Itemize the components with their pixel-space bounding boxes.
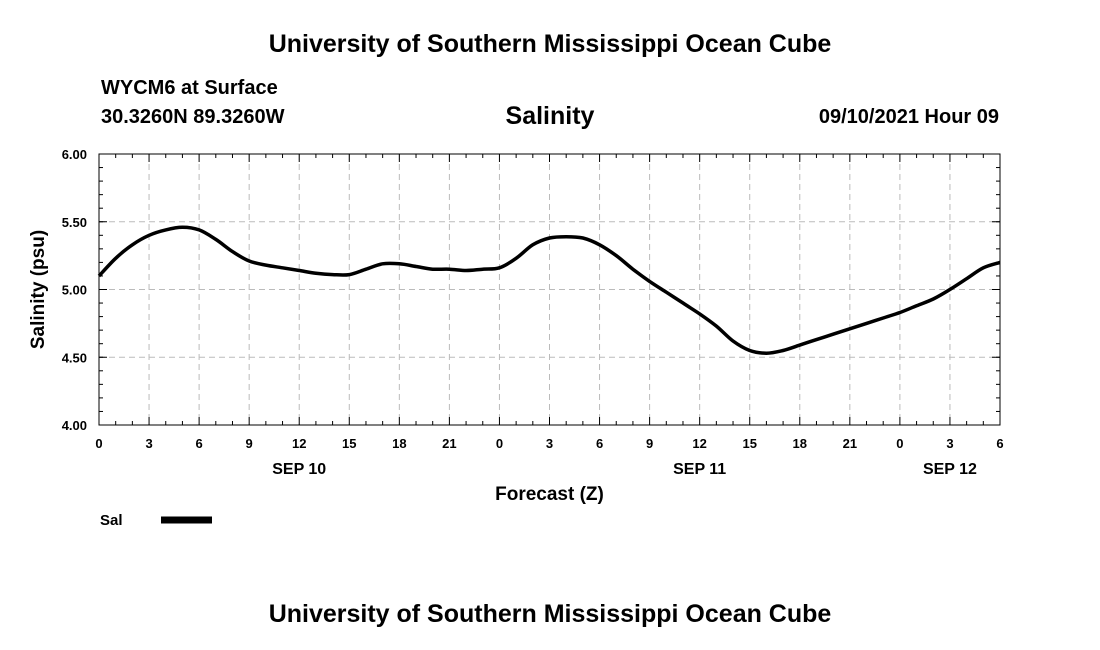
y-tick-label: 5.00 [62,283,87,298]
chart-title: Salinity [505,102,595,130]
y-tick-label: 4.00 [62,418,87,433]
x-tick-label: 9 [246,436,253,451]
x-tick-label: 3 [145,436,152,451]
x-tick-label: 15 [742,436,756,451]
y-tick-label: 4.50 [62,350,87,365]
axis-ticks [98,153,1001,426]
x-tick-label: 15 [342,436,356,451]
x-tick-label: 6 [195,436,202,451]
y-tick-label: 6.00 [62,147,87,162]
x-tick-label: 12 [692,436,706,451]
x-tick-label: 6 [596,436,603,451]
date-label: SEP 11 [673,461,726,478]
header-title: University of Southern Mississippi Ocean… [268,30,832,58]
x-axis-label: Forecast (Z) [495,484,604,505]
date-label: SEP 12 [923,461,977,478]
legend-label: Sal [100,512,123,529]
x-tick-label: 3 [946,436,953,451]
forecast-datetime: 09/10/2021 Hour 09 [818,106,999,128]
date-label: SEP 10 [272,461,326,478]
y-tick-label: 5.50 [62,215,87,230]
x-tick-label: 6 [996,436,1003,451]
x-tick-label: 0 [95,436,102,451]
x-tick-label: 21 [442,436,456,451]
series-line-sal [97,225,1001,355]
station-name: WYCM6 at Surface [101,77,278,99]
x-tick-label: 9 [646,436,653,451]
date-labels: SEP 10 SEP 11 SEP 12 [272,461,977,478]
station-coordinates: 30.3260N 89.3260W [101,106,285,128]
plot-frame [98,153,1001,426]
x-tick-label: 21 [843,436,857,451]
x-tick-label: 18 [392,436,406,451]
x-tick-label: 0 [896,436,903,451]
tick-labels: 0 3 6 9 12 15 18 21 0 3 6 9 12 15 18 21 0 3 6 4.00 4.50 5.00 5… [62,147,1004,451]
x-tick-label: 3 [546,436,553,451]
legend: Sal [100,512,212,529]
x-tick-label: 12 [292,436,306,451]
x-tick-label: 0 [496,436,503,451]
y-axis-label: Salinity (psu) [28,230,49,349]
footer-title: University of Southern Mississippi Ocean… [268,600,832,628]
x-tick-label: 18 [793,436,807,451]
series-layer [97,225,1001,355]
grid-lines [99,154,1000,425]
